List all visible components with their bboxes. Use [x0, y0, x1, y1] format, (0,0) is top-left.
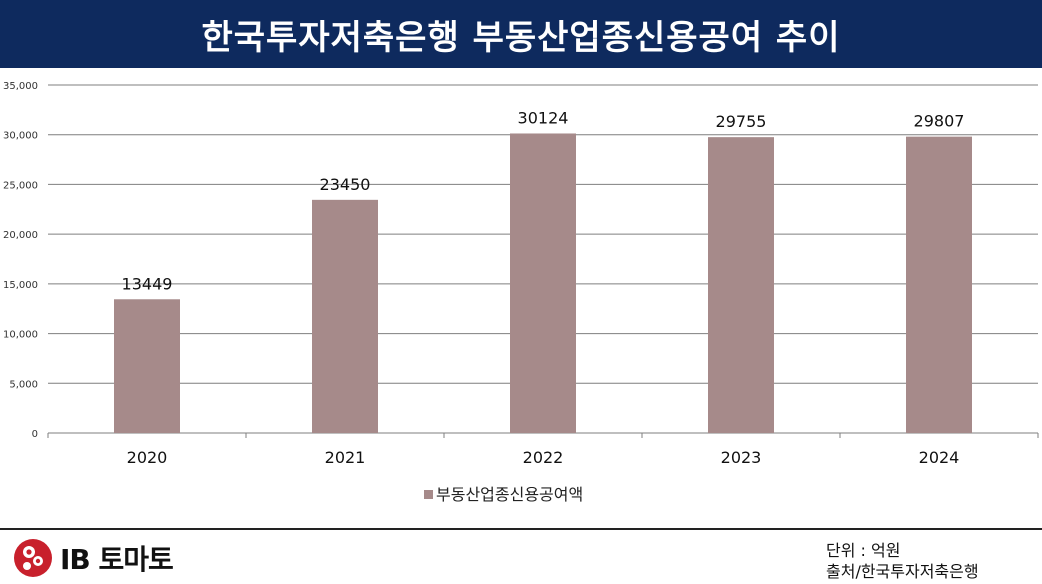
x-tick-label: 2024	[919, 448, 960, 467]
x-tick-label: 2022	[523, 448, 564, 467]
legend-swatch	[424, 490, 433, 499]
bar	[906, 136, 972, 434]
y-tick-label: 10,000	[3, 330, 38, 341]
ib-tomato-logo: IB 토마토	[12, 536, 174, 580]
y-tick-label: 25,000	[3, 180, 38, 191]
footnote: 단위 : 억원 출처/한국투자저축은행	[826, 540, 979, 582]
y-tick-label: 5,000	[9, 379, 38, 390]
ib-tomato-logo-icon	[14, 539, 52, 577]
y-tick-label: 0	[32, 429, 38, 440]
footer-divider	[0, 528, 1042, 530]
bar	[312, 199, 378, 433]
bar	[510, 133, 576, 433]
unit-note: 단위 : 억원	[826, 541, 901, 560]
y-tick-label: 20,000	[3, 230, 38, 241]
x-tick-label: 2021	[325, 448, 366, 467]
title-bar: 한국투자저축은행 부동산업종신용공여 추이	[0, 0, 1042, 68]
x-tick-label: 2020	[127, 448, 168, 467]
y-tick-label: 35,000	[3, 81, 38, 92]
source-note: 출처/한국투자저축은행	[826, 562, 979, 581]
bar	[114, 299, 180, 433]
data-label: 23450	[320, 175, 371, 194]
page-title: 한국투자저축은행 부동산업종신용공여 추이	[201, 17, 841, 58]
legend-label: 부동산업종신용공여액	[436, 485, 583, 504]
data-label: 29755	[716, 112, 767, 131]
logo-text: IB 토마토	[60, 543, 174, 576]
y-tick-label: 15,000	[3, 280, 38, 291]
data-label: 29807	[914, 112, 965, 131]
x-tick-label: 2023	[721, 448, 762, 467]
data-label: 30124	[518, 108, 569, 127]
data-label: 13449	[122, 274, 173, 293]
bar-chart: 0 5,000 10,000 15,000 20,000 25,000 30,000 35,0…	[3, 81, 1039, 504]
bar	[708, 137, 774, 434]
y-tick-label: 30,000	[3, 131, 38, 142]
